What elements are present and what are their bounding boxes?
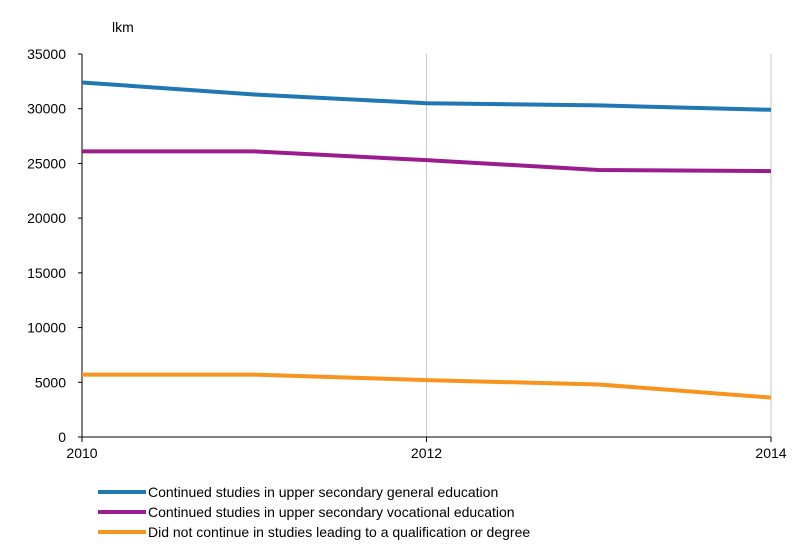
x-tick-label: 2014 [755, 445, 786, 461]
legend-item-vocational: Continued studies in upper secondary voc… [98, 502, 530, 522]
series-line-0 [81, 80, 772, 112]
y-tick-label: 5000 [35, 374, 66, 390]
line-chart: lkm 05000100001500020000250003000035000 … [27, 19, 787, 461]
y-tick-label: 15000 [27, 265, 66, 281]
x-ticks: 2010 2012 2014 [66, 437, 787, 461]
y-tick-label: 0 [58, 429, 66, 445]
y-tick-label: 30000 [27, 101, 66, 117]
legend-item-not-continued: Did not continue in studies leading to a… [98, 522, 530, 542]
legend-swatch-vocational [98, 510, 146, 514]
legend: Continued studies in upper secondary gen… [98, 482, 530, 542]
series-line-1 [82, 149, 772, 174]
gridlines [426, 54, 772, 437]
y-unit-label: lkm [112, 19, 134, 35]
legend-label-not-continued: Did not continue in studies leading to a… [148, 524, 531, 540]
legend-item-general: Continued studies in upper secondary gen… [98, 482, 530, 502]
series-lines [81, 80, 772, 400]
legend-label-vocational: Continued studies in upper secondary voc… [148, 504, 515, 520]
legend-swatch-not-continued [98, 530, 146, 534]
x-tick-label: 2010 [66, 445, 97, 461]
y-tick-label: 10000 [27, 320, 66, 336]
legend-label-general: Continued studies in upper secondary gen… [148, 484, 499, 500]
x-tick-label: 2012 [411, 445, 442, 461]
series-line-2 [82, 372, 772, 400]
y-tick-label: 25000 [27, 155, 66, 171]
legend-swatch-general [98, 490, 146, 494]
y-tick-label: 35000 [27, 46, 66, 62]
y-tick-label: 20000 [27, 210, 66, 226]
y-ticks: 0 5000 10000 15000 20000 25000 30000 35000 [27, 46, 82, 445]
